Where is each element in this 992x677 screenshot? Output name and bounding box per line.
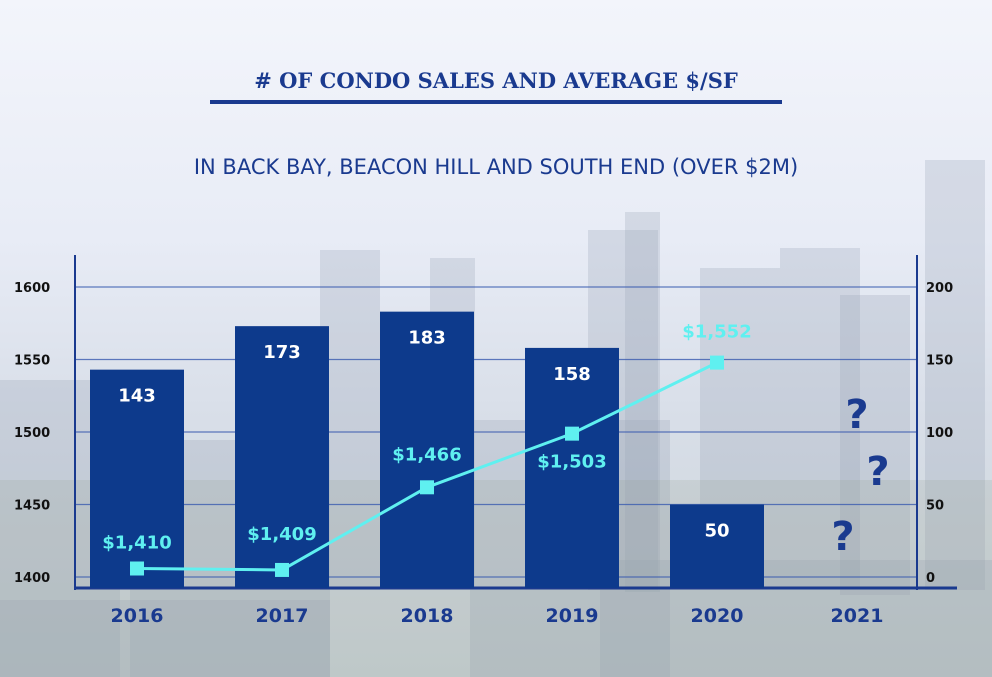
chart-subtitle: IN BACK BAY, BEACON HILL AND SOUTH END (… [194,155,798,179]
x-axis-label: 2017 [256,605,309,627]
price-point [420,480,434,495]
left-axis-tick: 1550 [14,354,50,369]
sales-bar [235,326,329,588]
building-shape [0,600,330,677]
left-axis-tick: 1450 [14,499,50,514]
sales-bar [525,347,619,588]
building-shape [625,212,660,592]
price-label: $1,409 [247,524,316,545]
right-axis-tick: 200 [926,281,953,296]
price-point [710,355,724,370]
building-shape [600,560,992,677]
price-point [130,561,144,576]
left-axis-tick: 1400 [14,571,50,586]
right-axis-tick: 0 [926,571,935,586]
title-underline [210,100,782,104]
building-shape [780,248,860,588]
unknown-2021-marker: ? [831,514,854,560]
sales-bar [90,369,184,588]
right-axis-tick: 50 [926,499,944,514]
x-axis-label: 2020 [691,605,744,627]
price-label: $1,410 [102,533,171,554]
bar-value-label: 158 [553,364,591,385]
building-shape [925,160,985,590]
left-axis-tick: 1500 [14,426,50,441]
sales-bar [380,311,474,588]
price-point [275,562,289,577]
x-axis-label: 2019 [546,605,599,627]
right-axis-tick: 150 [926,354,953,369]
bar-value-label: 143 [118,386,156,407]
x-axis-label: 2018 [401,605,454,627]
x-axis-label: 2021 [831,605,884,627]
unknown-2021-marker: ? [845,392,868,438]
left-axis-tick: 1600 [14,281,50,296]
bar-value-label: 183 [408,328,446,349]
x-axis-label: 2016 [111,605,164,627]
price-label: $1,466 [392,444,461,465]
chart-title: # OF CONDO SALES AND AVERAGE $/SF [254,68,738,93]
right-axis-tick: 100 [926,426,953,441]
bar-value-label: 173 [263,342,301,363]
price-point [565,426,579,441]
bar-value-label: 50 [704,521,729,542]
price-label: $1,552 [682,322,751,343]
price-label: $1,503 [537,452,606,473]
building-shape [320,250,380,590]
building-shape [840,295,910,595]
sales-bar [670,504,764,588]
unknown-2021-marker: ? [866,449,889,495]
